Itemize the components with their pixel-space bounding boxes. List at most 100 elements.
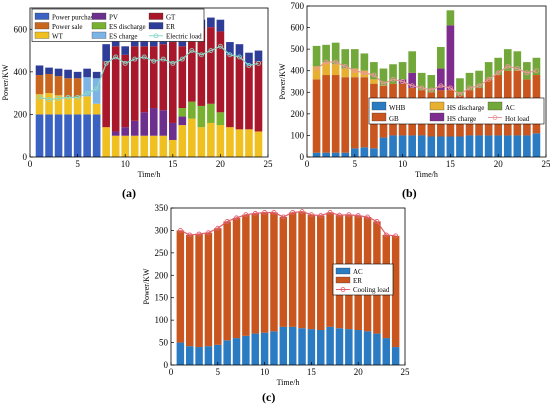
bar-er	[207, 17, 215, 28]
y-tick-label: 700	[291, 1, 305, 11]
bar-wt	[83, 96, 91, 115]
bar-wt	[197, 127, 206, 157]
point-cooling_load	[280, 214, 286, 220]
point-cooling_load	[299, 209, 305, 215]
bar-er	[64, 69, 72, 79]
x-tick-label: 20	[354, 367, 364, 377]
bar-ac_c	[251, 333, 259, 365]
bar-wt	[178, 125, 187, 157]
legend-label-es_discharge: ES discharge	[109, 23, 146, 31]
chart-c-plot: 0 5 10 15 20 25050100150200250300350Time/hPow…	[142, 203, 410, 385]
point-cooling_load	[234, 215, 239, 221]
point-electric_load	[236, 54, 242, 60]
bar-ac_c	[279, 326, 288, 365]
legend-label-gt: GT	[166, 14, 176, 22]
bar-ac_c	[345, 329, 353, 365]
legend-swatch-ac	[487, 101, 503, 111]
bar-whb	[532, 133, 541, 157]
legend-box	[368, 97, 545, 125]
x-tick-label: 10	[398, 159, 408, 169]
bar-er_c	[279, 216, 288, 327]
bar-ac_c	[326, 326, 334, 365]
point-cooling_load	[365, 214, 371, 220]
y-tick-label: 200	[291, 109, 305, 119]
bar-gt	[140, 46, 149, 113]
legend-label-er_c: ER	[353, 277, 362, 285]
bar-hs_charge	[437, 68, 445, 91]
x-tick-label: 20	[216, 159, 226, 169]
bar-whb	[523, 135, 531, 157]
legend-swatch-power_purchase	[34, 12, 50, 20]
bar-ac_c	[307, 329, 316, 365]
legend-label-gb: GB	[389, 115, 399, 123]
bar-gt	[121, 54, 130, 128]
bar-er	[226, 42, 234, 55]
bar-ac	[379, 68, 388, 86]
point-electric_load	[151, 58, 157, 64]
legend-marker-hot_load	[492, 115, 498, 120]
point-cooling_load	[243, 212, 249, 218]
point-hot_load	[400, 79, 406, 84]
bar-er_c	[204, 232, 213, 347]
point-electric_load	[84, 90, 90, 96]
bar-ac	[417, 72, 426, 91]
bar-er_c	[232, 217, 241, 339]
y-tick-label: 300	[291, 87, 305, 97]
bar-er	[92, 71, 101, 79]
point-electric_load	[65, 94, 71, 100]
bar-gt	[245, 65, 253, 130]
bar-power_sale	[45, 73, 53, 94]
x-tick-label: 25	[264, 159, 274, 169]
point-electric_load	[170, 60, 176, 66]
x-tick-label: 0	[169, 367, 174, 377]
point-cooling_load	[177, 227, 183, 233]
bar-hs_discharge	[360, 70, 369, 78]
bar-er_c	[251, 213, 259, 334]
bar-power_purchase	[35, 114, 44, 157]
bar-ac_c	[288, 326, 297, 365]
x-tick-label: 20	[494, 159, 504, 169]
bar-er_c	[185, 234, 194, 347]
chart-a: 0 5 10 15 20 25 0 200 400 600 Time/h Power/KW Power …	[1, 7, 274, 179]
bar-ac	[437, 46, 445, 69]
bar-hs_charge	[408, 72, 416, 88]
x-tick-label: 25	[542, 159, 550, 169]
legend-swatch-es_charge	[91, 31, 107, 39]
bar-wt	[216, 125, 225, 157]
y-tick-label: 150	[155, 293, 169, 303]
point-cooling_load	[383, 232, 389, 238]
bar-ac_c	[223, 340, 231, 365]
y-tick-label: 0	[300, 152, 305, 162]
legend-label-es_charge: ES charge	[109, 33, 137, 41]
point-cooling_load	[205, 230, 211, 236]
y-tick-label: 400	[291, 66, 305, 76]
bar-whb	[494, 135, 503, 157]
x-tick-label: 10	[121, 159, 131, 169]
bar-ac_c	[204, 346, 213, 365]
point-electric_load	[56, 96, 62, 101]
bar-ac_c	[382, 338, 391, 365]
bar-ac_c	[185, 346, 194, 365]
y-tick-label: 600	[291, 23, 305, 33]
point-electric_load	[37, 94, 42, 100]
bar-ac_c	[232, 338, 241, 365]
y-tick-label: 200	[14, 109, 28, 119]
y-axis-label: Power/KW	[1, 64, 10, 100]
bar-pv	[168, 122, 177, 140]
x-tick-label: 5	[216, 367, 221, 377]
bar-gt	[216, 31, 225, 113]
bar-gt	[149, 46, 158, 109]
bar-power_purchase	[73, 114, 82, 157]
x-tick-label: 15	[307, 367, 317, 377]
bar-wt	[64, 97, 72, 115]
bar-gb	[350, 77, 359, 149]
bar-whb	[379, 137, 388, 157]
legend-swatch-ac_c	[335, 267, 351, 275]
y-tick-label: 200	[155, 270, 169, 280]
bar-gt	[226, 54, 234, 128]
bar-gt	[159, 44, 168, 111]
caption-a: (a)	[122, 186, 136, 200]
y-tick-label: 0	[164, 360, 169, 370]
bar-gt	[111, 46, 120, 132]
point-electric_load	[122, 60, 128, 66]
